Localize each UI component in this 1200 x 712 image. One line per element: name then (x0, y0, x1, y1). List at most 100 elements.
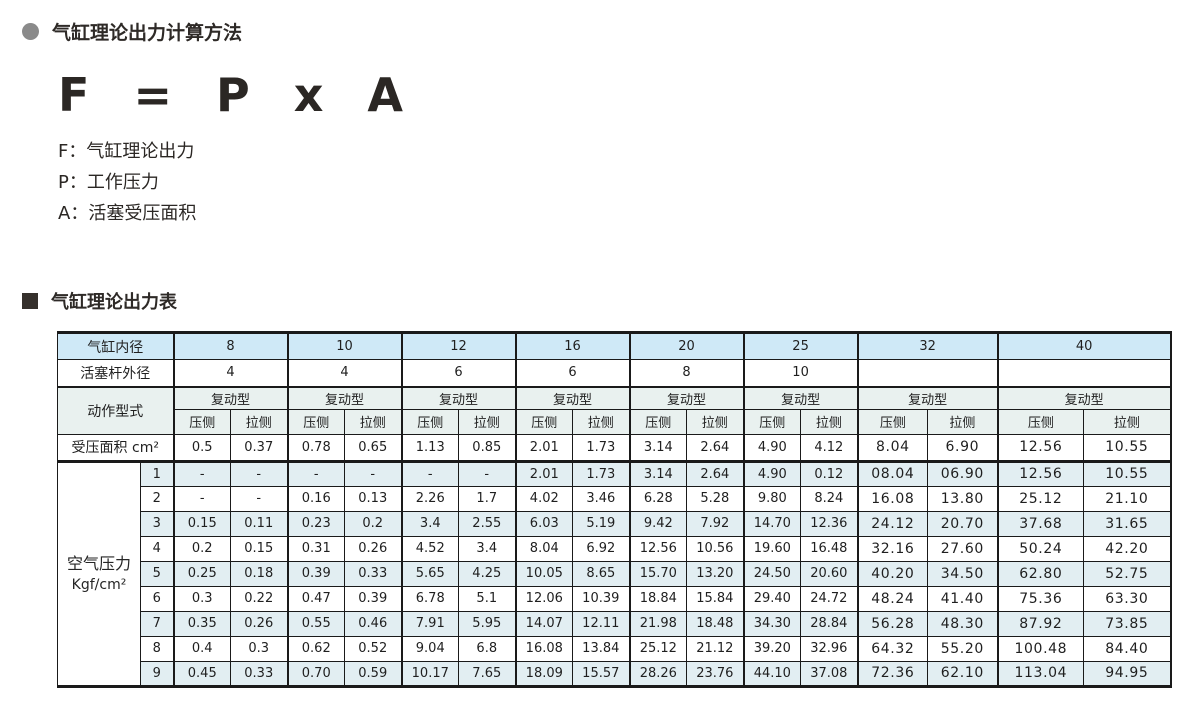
output-value-cell: 9.42 (628, 510, 688, 537)
output-value-cell: 10.39 (572, 585, 631, 612)
output-value-cell: 0.26 (230, 610, 288, 637)
output-value-cell: 5.95 (458, 610, 517, 637)
output-value-cell: 23.76 (686, 660, 745, 687)
rod-row: 活塞杆外径 4 4 6 6 8 10 (57, 359, 1172, 388)
push-header-cell: 压侧 (628, 408, 688, 435)
output-value-cell: 0.11 (230, 510, 288, 537)
output-value-cell: 0.18 (230, 560, 288, 587)
output-value-cell: 06.90 (927, 460, 999, 487)
area-value-cell: 0.5 (172, 433, 231, 463)
output-value-cell: 12.56 (996, 460, 1085, 487)
output-value-cell: 6.78 (400, 585, 460, 612)
push-header-cell: 压侧 (286, 408, 345, 435)
output-value-cell: 24.12 (856, 510, 929, 537)
output-value-cell: 40.20 (856, 560, 929, 587)
output-value-cell: 0.15 (172, 510, 231, 537)
area-value-cell: 1.13 (400, 433, 460, 463)
output-value-cell: 5.65 (400, 560, 460, 587)
output-value-cell: 6.03 (514, 510, 574, 537)
circle-bullet-icon (22, 23, 39, 40)
output-value-cell: 37.08 (800, 660, 859, 687)
output-value-cell: 48.24 (856, 585, 929, 612)
output-value-cell: 2.01 (514, 460, 574, 487)
area-value-cell: 3.14 (628, 433, 688, 463)
action-type-cell: 复动型 (628, 386, 745, 410)
output-value-cell: 0.45 (172, 660, 231, 687)
output-value-cell: 28.26 (628, 660, 688, 687)
output-value-cell: 18.84 (628, 585, 688, 612)
bore-value-cell: 32 (856, 332, 999, 360)
pull-header-cell: 拉侧 (927, 408, 999, 435)
rod-value-cell: 8 (628, 359, 745, 388)
output-value-cell: 34.50 (927, 560, 999, 587)
area-value-cell: 2.01 (514, 433, 574, 463)
output-value-cell: 44.10 (742, 660, 802, 687)
output-value-cell: 94.95 (1083, 660, 1172, 687)
pull-header-cell: 拉侧 (800, 408, 859, 435)
output-value-cell: 0.25 (172, 560, 231, 587)
output-value-cell: 50.24 (996, 535, 1085, 562)
output-value-cell: 62.80 (996, 560, 1085, 587)
output-value-cell: 64.32 (856, 635, 929, 662)
output-value-cell: - (458, 460, 517, 487)
output-value-cell: - (172, 485, 231, 512)
output-value-cell: 13.20 (686, 560, 745, 587)
action-type-row: 动作型式 复动型 复动型 复动型 复动型 复动型 复动型 复动型 复动型 (57, 386, 1172, 435)
table-row: 8 0.4 0.3 0.62 0.52 9.04 6.8 16.08 13.84… (58, 635, 1172, 662)
output-value-cell: 21.10 (1083, 485, 1172, 512)
output-value-cell: 12.56 (628, 535, 688, 562)
output-value-cell: 18.48 (686, 610, 745, 637)
area-row: 受压面积 cm² 0.5 0.37 0.78 0.65 1.13 0.85 2.… (57, 433, 1172, 463)
area-value-cell: 8.04 (856, 433, 929, 463)
output-value-cell: 0.2 (343, 510, 403, 537)
table-row: 3 0.15 0.11 0.23 0.2 3.4 2.55 6.03 5.19 … (58, 510, 1172, 537)
area-value-cell: 2.64 (686, 433, 745, 463)
output-value-cell: 20.70 (927, 510, 999, 537)
output-value-cell: 16.48 (800, 535, 859, 562)
pull-header-cell: 拉侧 (230, 408, 288, 435)
bore-label-cell: 气缸内径 (57, 332, 174, 360)
output-value-cell: 5.28 (686, 485, 745, 512)
output-value-cell: 0.13 (343, 485, 403, 512)
pressure-unit-label: Kgf/cm² (71, 576, 127, 593)
output-value-cell: 63.30 (1083, 585, 1172, 612)
action-type-cell: 复动型 (742, 386, 859, 410)
rod-value-cell: 4 (172, 359, 288, 388)
output-value-cell: 2.55 (458, 510, 517, 537)
output-value-cell: 0.3 (172, 585, 231, 612)
output-value-cell: 27.60 (927, 535, 999, 562)
output-value-cell: 15.57 (572, 660, 631, 687)
pressure-row-number-cell: 3 (140, 510, 174, 537)
output-value-cell: 10.05 (514, 560, 574, 587)
output-value-cell: 9.04 (400, 635, 460, 662)
output-value-cell: 5.1 (458, 585, 517, 612)
pressure-row-number-cell: 8 (140, 635, 174, 662)
bore-value-cell: 10 (286, 332, 403, 360)
area-value-cell: 6.90 (927, 433, 999, 463)
square-bullet-icon (22, 293, 38, 309)
push-header-cell: 压侧 (514, 408, 574, 435)
output-value-cell: 8.24 (800, 485, 859, 512)
output-value-cell: - (230, 460, 288, 487)
table-row: 6 0.3 0.22 0.47 0.39 6.78 5.1 12.06 10.3… (58, 585, 1172, 612)
action-type-cell: 复动型 (514, 386, 631, 410)
output-value-cell: 0.39 (286, 560, 345, 587)
rod-value-cell: 6 (514, 359, 631, 388)
output-value-cell: - (286, 460, 345, 487)
rod-value-cell: 6 (400, 359, 517, 388)
output-value-cell: 6.28 (628, 485, 688, 512)
output-value-cell: 10.56 (686, 535, 745, 562)
action-type-cell: 复动型 (286, 386, 403, 410)
output-value-cell: 0.55 (286, 610, 345, 637)
output-value-cell: 6.8 (458, 635, 517, 662)
output-value-cell: 5.19 (572, 510, 631, 537)
output-value-cell: 14.07 (514, 610, 574, 637)
area-value-cell: 4.90 (742, 433, 802, 463)
action-type-cell: 复动型 (400, 386, 517, 410)
output-value-cell: 13.84 (572, 635, 631, 662)
area-value-cell: 4.12 (800, 433, 859, 463)
output-value-cell: 0.70 (286, 660, 345, 687)
action-type-cell: 复动型 (996, 386, 1172, 410)
area-value-cell: 1.73 (572, 433, 631, 463)
